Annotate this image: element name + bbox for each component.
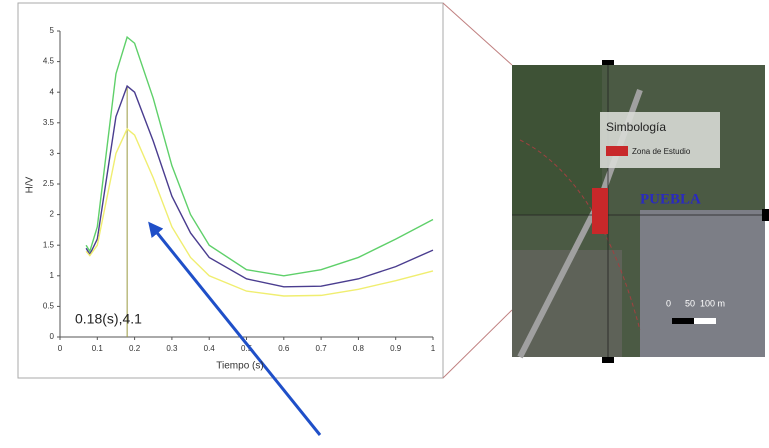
x-tick-label: 0.8 <box>353 344 365 353</box>
y-tick-label: 0.5 <box>43 302 55 311</box>
scale-bar <box>694 318 716 324</box>
map-area <box>640 210 765 357</box>
x-tick-label: 0.3 <box>166 344 178 353</box>
x-tick-label: 0.2 <box>129 344 141 353</box>
y-tick-label: 0 <box>50 332 55 341</box>
connector <box>443 310 512 378</box>
y-tick-label: 2 <box>50 210 55 219</box>
scale-label: 100 m <box>700 298 725 308</box>
y-tick-label: 3.5 <box>43 118 55 127</box>
legend-swatch <box>606 146 628 156</box>
figure: Simbología Zona de Estudio PUEBLA 0 50 1… <box>0 0 769 443</box>
marker-label: 0.18(s),4.1 <box>75 311 142 327</box>
x-tick-label: 0 <box>58 344 63 353</box>
scale-bar <box>672 318 694 324</box>
y-tick-label: 4 <box>50 87 55 96</box>
x-tick-label: 0.9 <box>390 344 402 353</box>
connector <box>443 3 512 65</box>
x-tick-label: 0.4 <box>204 344 216 353</box>
x-tick-label: 0.1 <box>92 344 104 353</box>
y-tick-label: 3 <box>50 149 55 158</box>
y-tick-label: 5 <box>50 26 55 35</box>
place-label: PUEBLA <box>640 191 701 207</box>
x-tick-label: 0.6 <box>278 344 290 353</box>
x-tick-label: 1 <box>431 344 436 353</box>
x-axis-label: Tiempo (s) <box>216 361 263 372</box>
legend-title: Simbología <box>606 120 666 134</box>
map-tick <box>602 60 614 65</box>
legend-item: Zona de Estudio <box>632 147 691 156</box>
x-tick-label: 0.7 <box>316 344 328 353</box>
scale-label: 50 <box>685 298 695 308</box>
scale-label: 0 <box>666 298 671 308</box>
y-tick-label: 2.5 <box>43 179 55 188</box>
y-tick-label: 4.5 <box>43 57 55 66</box>
map-tick <box>762 209 769 221</box>
map-tick <box>602 357 614 363</box>
study-zone <box>592 188 608 234</box>
y-tick-label: 1 <box>50 271 55 280</box>
map-area <box>512 65 602 215</box>
map: Simbología Zona de Estudio PUEBLA 0 50 1… <box>512 60 769 363</box>
y-axis-label: H/V <box>25 176 36 193</box>
y-tick-label: 1.5 <box>43 240 55 249</box>
